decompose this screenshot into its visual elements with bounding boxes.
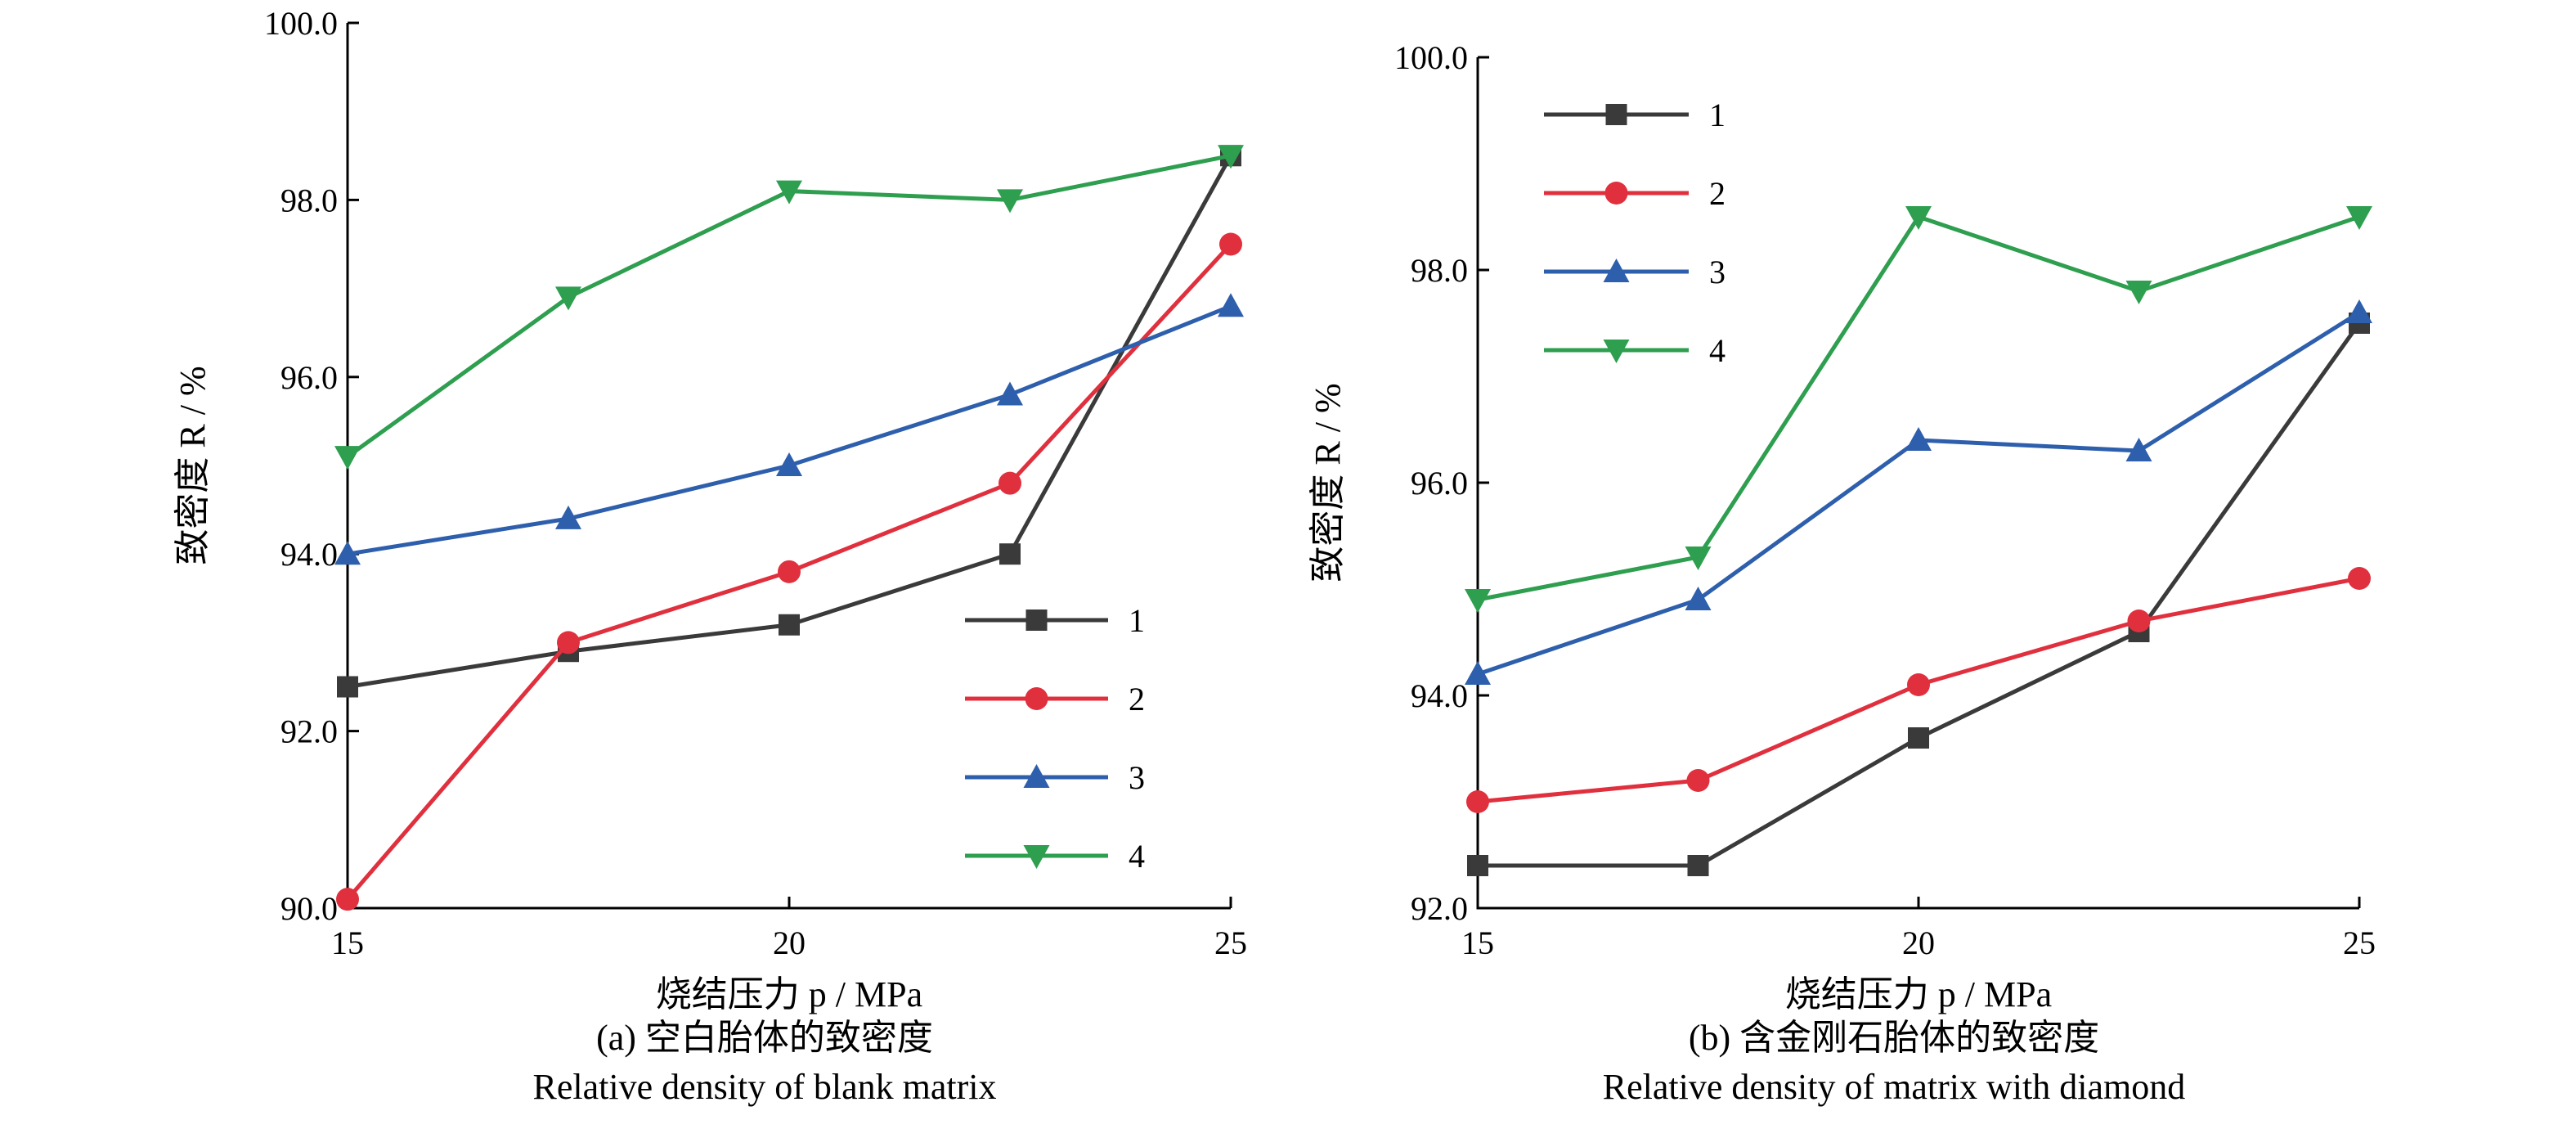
legend-label: 2 — [1709, 175, 1726, 212]
data-point — [557, 631, 580, 654]
series-line — [1478, 322, 2362, 868]
panel-caption-cn: (a) 空白胎体的致密度 — [596, 1018, 933, 1058]
series-line — [347, 155, 1233, 689]
data-point — [555, 505, 581, 529]
x-tick-label: 20 — [1902, 924, 1935, 961]
series-2 — [336, 232, 1242, 911]
y-tick-label: 92.0 — [1411, 890, 1468, 927]
legend-marker — [1023, 764, 1050, 788]
legend-label: 3 — [1709, 254, 1726, 290]
data-point — [2348, 567, 2371, 590]
panel-a-chart: 90.0 92.0 94.0 96.0 98.0 100.0 15 20 25 烧结压力 p / … — [173, 5, 1247, 1107]
y-axis-label: 致密度 R / % — [1308, 383, 1348, 582]
data-point — [1908, 727, 1929, 749]
data-point — [779, 614, 800, 636]
data-point — [1218, 145, 1244, 169]
legend-marker — [1604, 182, 1628, 205]
legend-marker — [1605, 104, 1627, 125]
data-point — [999, 543, 1021, 565]
data-point — [1687, 855, 1709, 876]
data-point — [997, 381, 1023, 406]
legend-entry: 1 — [1544, 97, 1726, 133]
y-axis-label: 致密度 R / % — [173, 366, 213, 564]
x-tick-label: 25 — [2343, 924, 2376, 961]
y-tick-label: 94.0 — [280, 536, 338, 573]
data-point — [776, 452, 802, 476]
x-tick-label: 15 — [1461, 924, 1494, 961]
series-4 — [334, 145, 1244, 470]
data-point — [1686, 769, 1710, 792]
legend-marker — [1603, 340, 1630, 363]
y-tick-label: 100.0 — [1394, 39, 1468, 76]
legend-entry: 4 — [965, 838, 1145, 875]
data-point — [334, 541, 361, 565]
legend-marker — [1603, 259, 1630, 282]
x-axis-label: 烧结压力 p / MPa — [656, 974, 922, 1014]
data-point — [999, 471, 1021, 495]
y-tick-label: 94.0 — [1411, 677, 1468, 714]
data-point — [1465, 589, 1491, 613]
y-tick-label: 98.0 — [1411, 252, 1468, 289]
legend-label: 4 — [1129, 838, 1145, 875]
x-axis-label: 烧结压力 p / MPa — [1785, 974, 2052, 1014]
y-tick-label: 90.0 — [280, 890, 338, 927]
legend-marker — [1025, 687, 1048, 710]
legend-marker — [1025, 609, 1048, 631]
legend-entry: 1 — [965, 602, 1145, 639]
data-point — [1467, 855, 1488, 876]
data-point — [2346, 299, 2372, 323]
legend-label: 2 — [1129, 681, 1145, 717]
panel-b-chart: 92.0 94.0 96.0 98.0 100.0 15 20 25 烧结压力 p / MPa 致… — [1308, 39, 2376, 1107]
legend-label: 1 — [1709, 97, 1726, 133]
data-point — [1905, 206, 1932, 230]
data-point — [1465, 661, 1491, 685]
series-1 — [337, 145, 1241, 698]
data-point — [997, 189, 1023, 214]
y-tick-label: 92.0 — [280, 713, 338, 750]
data-point — [334, 446, 361, 470]
legend-marker — [1023, 845, 1050, 869]
x-tick-label: 15 — [331, 924, 364, 961]
legend-entry: 3 — [1544, 254, 1726, 290]
series-3 — [1465, 299, 2372, 685]
legend-entry: 2 — [965, 681, 1145, 717]
data-point — [336, 888, 359, 911]
panel-caption-en: Relative density of blank matrix — [533, 1067, 997, 1107]
y-tick-label: 96.0 — [1411, 465, 1468, 502]
data-point — [1907, 673, 1930, 696]
data-point — [2346, 206, 2372, 230]
data-point — [337, 676, 358, 698]
data-point — [778, 560, 801, 583]
y-tick-label: 96.0 — [280, 359, 338, 396]
data-point — [1685, 587, 1712, 610]
y-tick-label: 100.0 — [264, 5, 338, 42]
series-2 — [1466, 567, 2371, 813]
data-point — [1905, 427, 1932, 451]
series-line — [1477, 310, 2361, 677]
data-point — [1218, 293, 1244, 317]
data-point — [2125, 281, 2152, 304]
legend-entry: 4 — [1544, 332, 1726, 369]
data-point — [1685, 547, 1712, 570]
data-point — [2125, 438, 2152, 461]
legend-entry: 2 — [1544, 175, 1726, 212]
data-point — [776, 180, 802, 205]
legend-label: 4 — [1709, 332, 1726, 369]
data-point — [2127, 609, 2151, 632]
data-point — [555, 286, 581, 311]
panel-caption-en: Relative density of matrix with diamond — [1603, 1067, 2185, 1107]
panel-caption-cn: (b) 含金刚石胎体的致密度 — [1689, 1018, 2099, 1058]
series-line — [347, 304, 1232, 556]
x-tick-label: 25 — [1214, 924, 1247, 961]
legend-entry: 3 — [965, 759, 1145, 796]
legend-label: 1 — [1129, 602, 1145, 639]
series-3 — [334, 293, 1244, 565]
data-point — [1219, 232, 1242, 256]
legend-label: 3 — [1129, 759, 1145, 796]
data-point — [1466, 790, 1489, 813]
x-tick-label: 20 — [773, 924, 806, 961]
series-4 — [1465, 206, 2372, 613]
y-tick-label: 98.0 — [280, 182, 338, 218]
